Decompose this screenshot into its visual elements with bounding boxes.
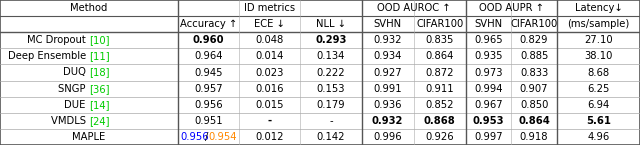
Text: 0.991: 0.991 <box>373 84 402 94</box>
Text: Deep Ensemble: Deep Ensemble <box>8 51 89 61</box>
Text: 0.956: 0.956 <box>194 100 223 110</box>
Text: 0.918: 0.918 <box>520 132 548 142</box>
Text: 0.864: 0.864 <box>518 116 550 126</box>
Text: 0.850: 0.850 <box>520 100 548 110</box>
Text: 4.96: 4.96 <box>588 132 609 142</box>
Text: 8.68: 8.68 <box>588 68 609 77</box>
Text: 0.048: 0.048 <box>255 35 284 45</box>
Text: 0.872: 0.872 <box>426 68 454 77</box>
Text: 27.10: 27.10 <box>584 35 612 45</box>
Text: 0.852: 0.852 <box>426 100 454 110</box>
Text: 0.885: 0.885 <box>520 51 548 61</box>
Text: Accuracy ↑: Accuracy ↑ <box>180 19 237 29</box>
Text: 0.911: 0.911 <box>426 84 454 94</box>
Text: CIFAR100: CIFAR100 <box>416 19 463 29</box>
Text: CIFAR100: CIFAR100 <box>511 19 557 29</box>
Text: [14]: [14] <box>89 100 109 110</box>
Text: 0.153: 0.153 <box>317 84 345 94</box>
Text: MAPLE: MAPLE <box>72 132 106 142</box>
Text: 0.967: 0.967 <box>474 100 503 110</box>
Text: SVHN: SVHN <box>374 19 402 29</box>
Text: 0.868: 0.868 <box>424 116 456 126</box>
Text: 0.016: 0.016 <box>255 84 284 94</box>
Text: 0.996: 0.996 <box>373 132 402 142</box>
Text: VMDLS: VMDLS <box>51 116 89 126</box>
Text: 0.293: 0.293 <box>316 35 347 45</box>
Text: 0.957: 0.957 <box>194 84 223 94</box>
Text: 0.222: 0.222 <box>317 68 346 77</box>
Text: Latency↓: Latency↓ <box>575 3 622 13</box>
Text: 0.973: 0.973 <box>474 68 503 77</box>
Text: [10]: [10] <box>89 35 109 45</box>
Text: 0.965: 0.965 <box>474 35 503 45</box>
Text: 0.023: 0.023 <box>255 68 284 77</box>
Text: DUE: DUE <box>65 100 89 110</box>
Text: 0.964: 0.964 <box>195 51 223 61</box>
Text: 0.934: 0.934 <box>374 51 402 61</box>
Text: 0.142: 0.142 <box>317 132 345 142</box>
Text: -: - <box>329 116 333 126</box>
Text: /: / <box>205 132 208 142</box>
Text: [24]: [24] <box>89 116 109 126</box>
Text: 0.932: 0.932 <box>372 116 403 126</box>
Text: ECE ↓: ECE ↓ <box>254 19 285 29</box>
Text: MC Dropout: MC Dropout <box>27 35 89 45</box>
Text: (ms/sample): (ms/sample) <box>567 19 630 29</box>
Text: SVHN: SVHN <box>475 19 502 29</box>
Text: [11]: [11] <box>89 51 109 61</box>
Text: OOD AUPR ↑: OOD AUPR ↑ <box>479 3 544 13</box>
Text: 0.936: 0.936 <box>373 100 402 110</box>
Text: -: - <box>268 116 272 126</box>
Text: 0.932: 0.932 <box>373 35 402 45</box>
Text: 0.012: 0.012 <box>255 132 284 142</box>
Text: 6.25: 6.25 <box>588 84 609 94</box>
Text: 0.835: 0.835 <box>426 35 454 45</box>
Text: 0.935: 0.935 <box>474 51 503 61</box>
Text: 0.864: 0.864 <box>426 51 454 61</box>
Text: 0.956: 0.956 <box>180 132 209 142</box>
Text: 6.94: 6.94 <box>588 100 609 110</box>
Text: 0.179: 0.179 <box>317 100 346 110</box>
Text: 0.907: 0.907 <box>520 84 548 94</box>
Text: 0.951: 0.951 <box>194 116 223 126</box>
Text: ID metrics: ID metrics <box>244 3 295 13</box>
Text: 0.829: 0.829 <box>520 35 548 45</box>
Text: 0.945: 0.945 <box>195 68 223 77</box>
Text: 0.994: 0.994 <box>474 84 503 94</box>
Text: [18]: [18] <box>89 68 109 77</box>
Text: 0.014: 0.014 <box>255 51 284 61</box>
Text: 0.927: 0.927 <box>373 68 402 77</box>
Text: SNGP: SNGP <box>58 84 89 94</box>
Text: 0.997: 0.997 <box>474 132 503 142</box>
Text: Method: Method <box>70 3 108 13</box>
Text: 38.10: 38.10 <box>584 51 612 61</box>
Text: 0.954: 0.954 <box>209 132 237 142</box>
Text: DUQ: DUQ <box>63 68 89 77</box>
Text: 0.960: 0.960 <box>193 35 224 45</box>
Text: 0.833: 0.833 <box>520 68 548 77</box>
Text: 5.61: 5.61 <box>586 116 611 126</box>
Text: 0.953: 0.953 <box>473 116 504 126</box>
Text: OOD AUROC ↑: OOD AUROC ↑ <box>377 3 451 13</box>
Text: 0.926: 0.926 <box>426 132 454 142</box>
Text: 0.015: 0.015 <box>255 100 284 110</box>
Text: NLL ↓: NLL ↓ <box>316 19 346 29</box>
Text: 0.134: 0.134 <box>317 51 345 61</box>
Text: [36]: [36] <box>89 84 109 94</box>
